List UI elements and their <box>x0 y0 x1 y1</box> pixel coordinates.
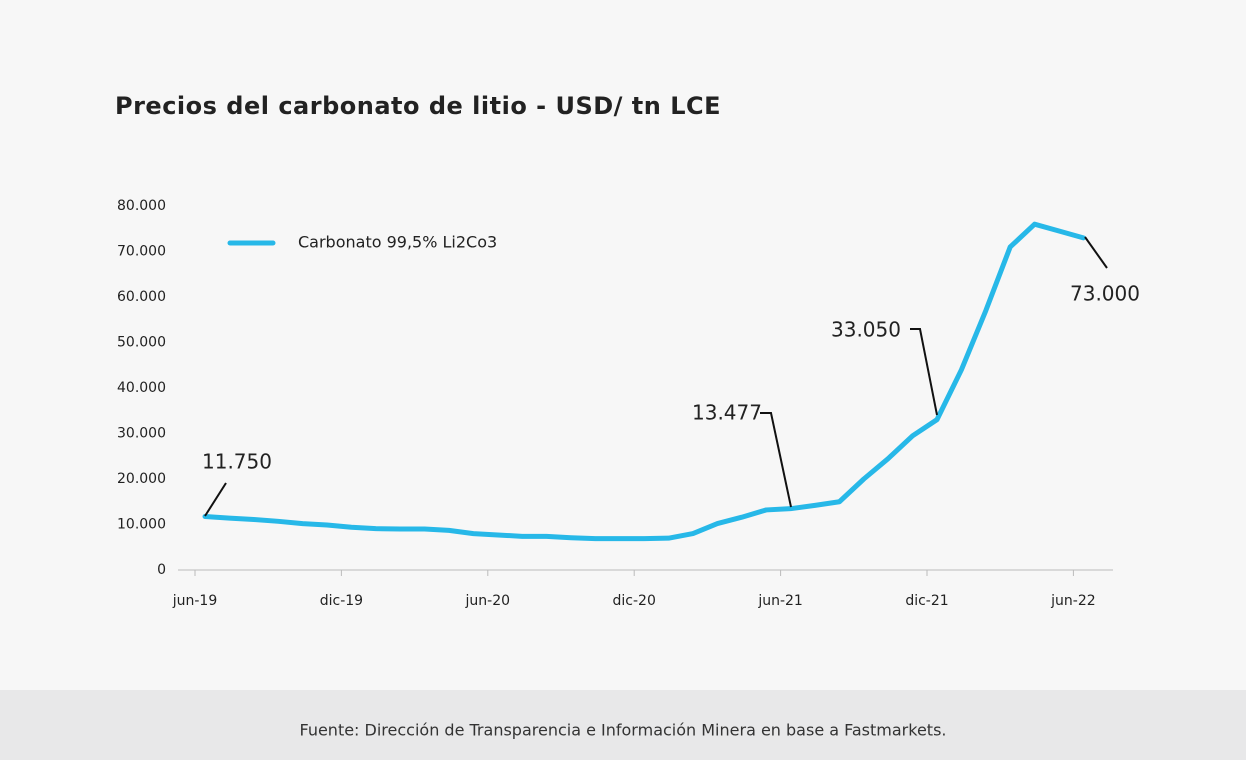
y-tick-label: 70.000 <box>117 244 166 260</box>
y-tick-label: 20.000 <box>117 471 166 487</box>
legend-label: Carbonato 99,5% Li2Co3 <box>298 233 497 252</box>
y-tick-label: 30.000 <box>117 426 166 442</box>
x-tick-label: jun-21 <box>757 593 803 609</box>
data-line <box>202 221 1086 542</box>
y-tick-label: 50.000 <box>117 335 166 351</box>
leader-line <box>1084 236 1108 269</box>
chart-title: Precios del carbonato de litio - USD/ tn… <box>115 92 721 120</box>
y-tick-label: 80.000 <box>117 198 166 214</box>
data-label: 13.477 <box>692 401 762 425</box>
leader-line <box>910 328 938 416</box>
y-tick-label: 60.000 <box>117 289 166 305</box>
x-tick-label: dic-21 <box>905 593 948 609</box>
x-tick-label: jun-22 <box>1050 593 1096 609</box>
y-tick-label: 10.000 <box>117 517 166 533</box>
x-tick-label: jun-20 <box>465 593 511 609</box>
y-tick-label: 0 <box>157 562 166 578</box>
data-label: 11.750 <box>202 450 272 474</box>
x-tick-label: dic-20 <box>613 593 656 609</box>
source-note: Fuente: Dirección de Transparencia e Inf… <box>299 721 946 740</box>
leader-line <box>204 482 227 517</box>
y-tick-label: 40.000 <box>117 380 166 396</box>
x-tick-label: dic-19 <box>320 593 363 609</box>
data-label: 73.000 <box>1070 282 1140 306</box>
data-label: 33.050 <box>831 318 901 342</box>
footer-band <box>0 690 1246 760</box>
x-tick-label: jun-19 <box>172 593 218 609</box>
leader-line <box>760 412 792 508</box>
